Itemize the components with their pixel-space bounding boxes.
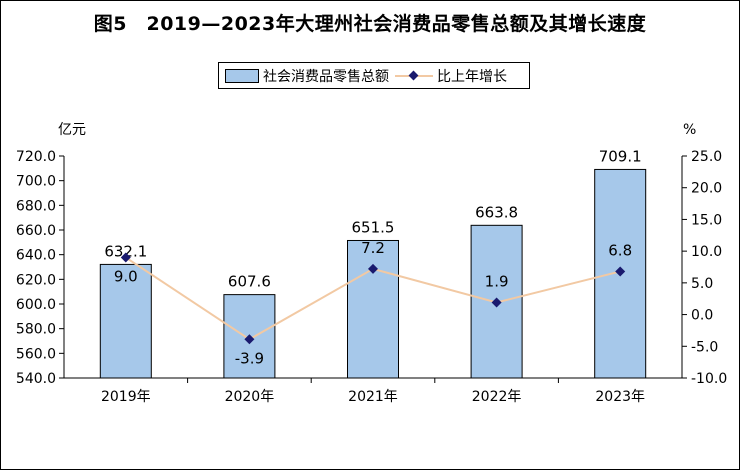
y-left-tick-label: 640.0 — [16, 248, 56, 264]
y-left-unit-label: 亿元 — [58, 122, 86, 138]
legend: 社会消费品零售总额 比上年增长 — [218, 62, 530, 89]
growth-marker — [244, 334, 255, 345]
y-right-tick-label: -10.0 — [691, 371, 727, 387]
legend-item-bar: 社会消费品零售总额 — [219, 66, 389, 86]
y-left-tick-label: 620.0 — [16, 272, 56, 288]
y-left-tick-label: 660.0 — [16, 223, 56, 239]
bar-value-label: 607.6 — [228, 273, 271, 291]
growth-value-label: -3.9 — [235, 349, 264, 367]
growth-value-label: 9.0 — [114, 267, 138, 285]
x-tick-label: 2021年 — [348, 389, 398, 405]
legend-item-line: 比上年增长 — [389, 66, 507, 86]
legend-bar-swatch — [225, 68, 259, 83]
y-right-unit-label: % — [683, 122, 696, 138]
bar — [99, 263, 152, 379]
bar-value-label: 632.1 — [104, 242, 147, 260]
x-tick-label: 2020年 — [225, 389, 275, 405]
y-right-tick-label: 15.0 — [691, 212, 722, 228]
x-tick-label: 2023年 — [595, 389, 645, 405]
x-tick-label: 2022年 — [472, 389, 522, 405]
growth-value-label: 1.9 — [485, 273, 509, 291]
legend-line-label: 比上年增长 — [437, 68, 507, 85]
y-right-tick-label: -5.0 — [691, 339, 718, 355]
growth-marker — [120, 252, 131, 263]
y-left-tick-label: 600.0 — [16, 297, 56, 313]
growth-value-label: 6.8 — [608, 241, 632, 259]
y-left-tick-label: 680.0 — [16, 198, 56, 214]
y-left-tick-label: 540.0 — [16, 371, 56, 387]
bar — [347, 239, 399, 379]
bar-value-label: 663.8 — [475, 203, 518, 221]
bar-value-label: 709.1 — [599, 147, 642, 165]
legend-bar-label: 社会消费品零售总额 — [263, 68, 389, 85]
growth-marker — [615, 266, 626, 277]
growth-marker — [368, 263, 378, 274]
chart-title: 图5 2019—2023年大理州社会消费品零售总额及其增长速度 — [93, 13, 647, 35]
y-left-tick-label: 560.0 — [16, 346, 56, 362]
growth-marker — [491, 297, 502, 308]
growth-value-label: 7.2 — [361, 239, 385, 257]
y-right-tick-label: 0.0 — [691, 308, 713, 324]
y-right-tick-label: 10.0 — [691, 244, 722, 260]
y-left-tick-label: 580.0 — [16, 322, 56, 338]
y-right-tick-label: 25.0 — [691, 149, 722, 165]
y-right-tick-label: 5.0 — [691, 276, 713, 292]
y-left-tick-label: 720.0 — [16, 149, 56, 165]
bar-value-label: 651.5 — [352, 218, 395, 236]
x-tick-label: 2019年 — [101, 389, 151, 405]
y-left-tick-label: 700.0 — [16, 174, 56, 190]
y-right-tick-label: 20.0 — [691, 181, 722, 197]
legend-line-swatch — [395, 70, 433, 82]
